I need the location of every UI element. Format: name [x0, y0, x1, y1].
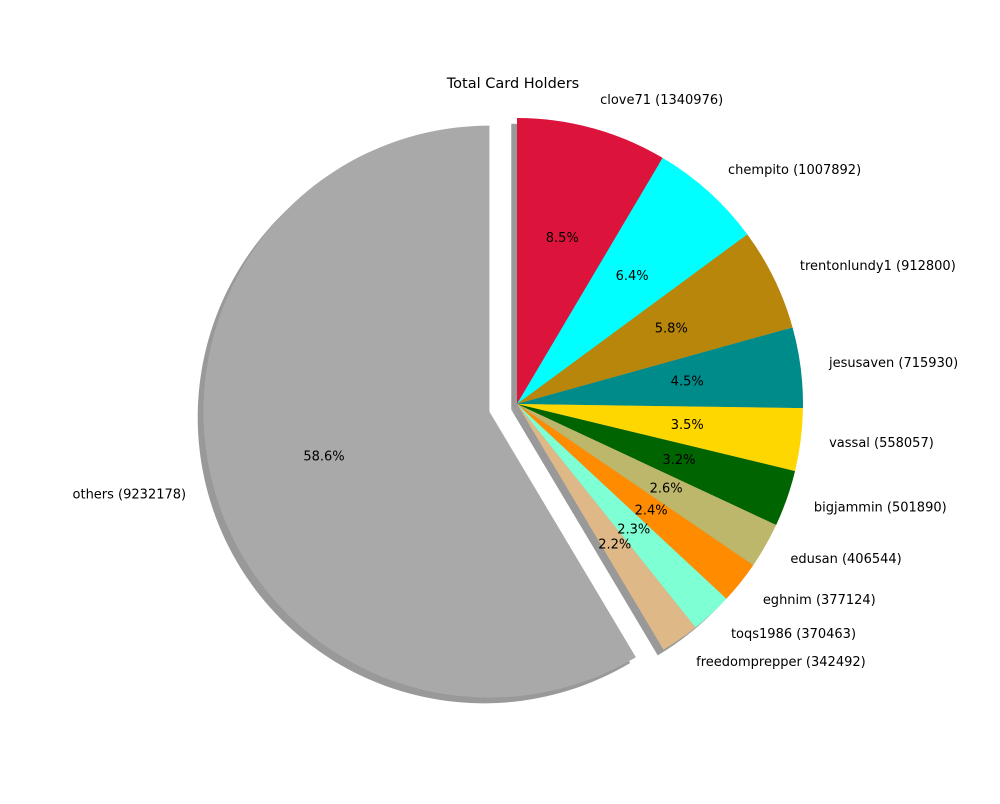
pie-category-label-others: others (9232178)	[73, 488, 187, 503]
pie-pct-label-clove71: 8.5%	[546, 231, 579, 246]
pie-slice-jesusaven	[517, 327, 803, 409]
pie-category-label-edusan: edusan (406544)	[790, 552, 901, 567]
pie-slice-trentonlundy1	[517, 234, 793, 404]
pie-slices	[203, 118, 803, 698]
pie-category-label-trentonlundy1: trentonlundy1 (912800)	[800, 259, 956, 274]
pie-slice-clove71	[517, 118, 663, 404]
pie-category-label-chempito: chempito (1007892)	[728, 163, 861, 178]
pie-pct-label-trentonlundy1: 5.8%	[655, 321, 688, 336]
pie-slice-eghnim	[517, 404, 754, 599]
pie-pct-label-others: 58.6%	[303, 450, 344, 465]
pie-category-label-toqs1986: toqs1986 (370463)	[731, 627, 856, 642]
pie-category-label-clove71: clove71 (1340976)	[600, 93, 723, 108]
pie-pct-label-chempito: 6.4%	[616, 269, 649, 284]
pie-slice-chempito	[517, 157, 748, 404]
pie-pct-label-jesusaven: 4.5%	[671, 375, 704, 390]
chart-title: Total Card Holders	[446, 76, 579, 92]
pie-category-label-eghnim: eghnim (377124)	[763, 593, 876, 608]
pie-slice-edusan	[517, 404, 777, 566]
pie-slice-freedomprepper	[517, 404, 696, 650]
pie-pct-label-toqs1986: 2.3%	[617, 522, 650, 537]
pie-pct-label-eghnim: 2.4%	[635, 504, 668, 519]
pie-slice-bigjammin	[517, 404, 796, 525]
pie-slice-vassal	[517, 404, 803, 472]
pie-pct-label-freedomprepper: 2.2%	[598, 538, 631, 553]
pie-pct-label-vassal: 3.5%	[671, 418, 704, 433]
pie-category-label-freedomprepper: freedomprepper (342492)	[696, 655, 866, 670]
pie-category-label-vassal: vassal (558057)	[829, 436, 934, 451]
pie-category-label-jesusaven: jesusaven (715930)	[828, 356, 958, 371]
pie-category-label-bigjammin: bigjammin (501890)	[814, 500, 947, 515]
pie-pct-label-edusan: 2.6%	[650, 481, 683, 496]
pie-labels: 8.5% clove71 (1340976) 6.4% chempito (10078…	[73, 93, 959, 670]
pie-slice-toqs1986	[517, 404, 727, 628]
pie-pct-label-bigjammin: 3.2%	[662, 453, 695, 468]
pie-slice-others	[203, 125, 636, 698]
